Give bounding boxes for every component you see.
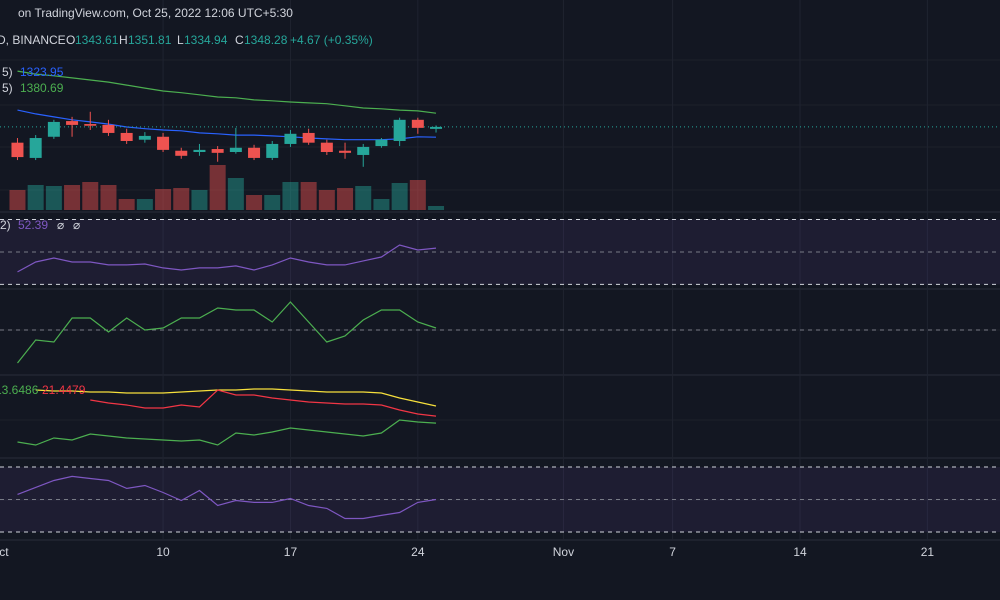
x-tick-label: 21 — [921, 545, 935, 559]
volume-bar — [100, 185, 117, 210]
volume-bar — [428, 206, 445, 210]
background-layer — [0, 0, 1000, 541]
candle-body — [193, 149, 206, 152]
candle-body — [102, 124, 115, 133]
volume-bar — [246, 195, 263, 210]
volume-bar — [173, 188, 190, 210]
legend-name: 5) — [2, 81, 13, 95]
candle-body — [11, 142, 24, 158]
ohlc-value: 1348.28 — [244, 33, 288, 47]
candle-body — [320, 142, 333, 152]
volume-bar — [337, 188, 354, 210]
candle-body — [375, 139, 388, 147]
ohlc-value: 1334.94 — [184, 33, 228, 47]
candle-body — [175, 150, 188, 156]
indicator-line — [17, 244, 437, 273]
candle-body — [211, 149, 224, 153]
volume-bar — [355, 186, 372, 210]
volume-bar — [136, 199, 153, 210]
volume-bar — [282, 182, 299, 210]
ohlc-value: 1351.81 — [128, 33, 172, 47]
x-tick-label: Oct — [0, 545, 9, 559]
indicator-line — [35, 388, 437, 407]
moving-average — [17, 70, 437, 114]
candle-body — [302, 132, 315, 143]
candle-body — [229, 147, 242, 152]
indicator-line — [17, 419, 437, 446]
ohlc-label: O — [66, 33, 75, 47]
volume-bar — [9, 190, 26, 210]
legend-name: 5) — [2, 65, 13, 79]
volume-bar — [227, 178, 244, 210]
x-tick-label: 10 — [156, 545, 170, 559]
x-tick-label: 17 — [284, 545, 298, 559]
legend-value: 1380.69 — [20, 81, 64, 95]
candle-body — [120, 132, 133, 141]
header-title: on TradingView.com, Oct 25, 2022 12:06 U… — [18, 6, 293, 20]
candle-body — [66, 121, 79, 125]
legend-value: 21.4479 — [42, 383, 86, 397]
change: +4.67 (+0.35%) — [290, 33, 373, 47]
moving-average — [17, 109, 437, 141]
legend-flag: ⌀ — [73, 218, 80, 232]
indicator-line — [17, 301, 437, 364]
candle-body — [157, 136, 170, 150]
legend-name: 2) — [0, 218, 11, 232]
ohlc-label: L — [177, 33, 184, 47]
candle-body — [84, 124, 97, 126]
candle-body — [248, 147, 261, 158]
candle-body — [29, 138, 42, 158]
volume-bar — [118, 199, 135, 210]
labels-layer: on TradingView.com, Oct 25, 2022 12:06 U… — [0, 6, 934, 559]
legend-value: 1323.95 — [20, 65, 64, 79]
ohlc-value: 1343.61 — [75, 33, 119, 47]
volume-bar — [64, 185, 81, 210]
volume-bar — [409, 180, 426, 210]
x-tick-label: Nov — [553, 545, 574, 559]
candle-body — [357, 146, 370, 155]
marks-layer — [0, 70, 1000, 520]
candle-body — [266, 143, 279, 158]
symbol: D, BINANCE — [0, 33, 66, 47]
volume-bar — [27, 185, 44, 210]
volume-bar — [318, 190, 335, 210]
volume-bar — [391, 183, 408, 210]
x-tick-label: 24 — [411, 545, 425, 559]
volume-bar — [264, 195, 281, 210]
x-tick-label: 14 — [793, 545, 807, 559]
candle-body — [393, 119, 406, 141]
legend-flag: ⌀ — [57, 218, 64, 232]
candle-body — [284, 133, 297, 144]
volume-bar — [155, 189, 172, 210]
volume-bar — [191, 190, 208, 210]
candle-body — [339, 150, 352, 153]
candle-body — [430, 126, 443, 129]
x-tick-label: 7 — [669, 545, 676, 559]
candle-body — [47, 121, 60, 137]
candle-body — [138, 135, 151, 140]
ohlc-label: H — [119, 33, 128, 47]
volume-bar — [300, 182, 317, 210]
legend-value: 52.39 — [18, 218, 48, 232]
legend-value: 13.6486 — [0, 383, 39, 397]
indicator-line — [17, 475, 437, 520]
volume-bar — [82, 182, 99, 210]
volume-bar — [45, 186, 62, 210]
volume-bar — [209, 165, 226, 210]
volume-bar — [373, 199, 390, 210]
indicator-line — [90, 389, 437, 417]
ohlc-label: C — [235, 33, 244, 47]
candle-body — [411, 119, 424, 128]
